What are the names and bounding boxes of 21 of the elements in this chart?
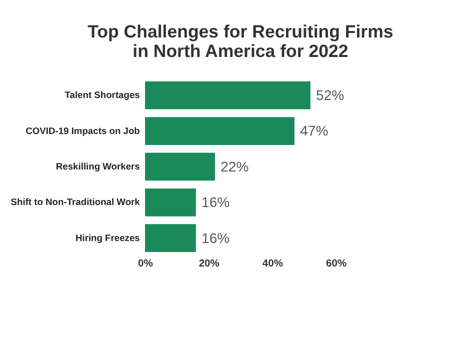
data-label: 16% (202, 230, 230, 246)
bar (145, 188, 196, 216)
data-label: 47% (300, 122, 328, 139)
bar (145, 152, 215, 181)
y-tick-label: COVID-19 Impacts on Job (26, 126, 140, 136)
x-tick-label: 20% (198, 258, 220, 270)
y-tick-label: Hiring Freezes (75, 232, 140, 243)
data-label: 16% (202, 194, 230, 210)
bar (145, 224, 196, 252)
y-tick-label: Talent Shortages (64, 90, 140, 100)
data-label: 22% (220, 158, 249, 174)
text: Top Challenges for Recruiting Firms (88, 22, 394, 42)
x-tick-label: 0% (138, 258, 153, 270)
x-tick-label: 40% (262, 258, 283, 270)
x-tick-label: 60% (326, 258, 347, 270)
y-tick-label: Reskilling Workers (56, 162, 140, 172)
text: in North America for 2022 (132, 41, 348, 62)
y-tick-label: Shift to Non-Traditional Work (10, 197, 141, 208)
bar (145, 117, 295, 145)
data-label: 52% (316, 87, 344, 103)
bar (145, 81, 310, 110)
